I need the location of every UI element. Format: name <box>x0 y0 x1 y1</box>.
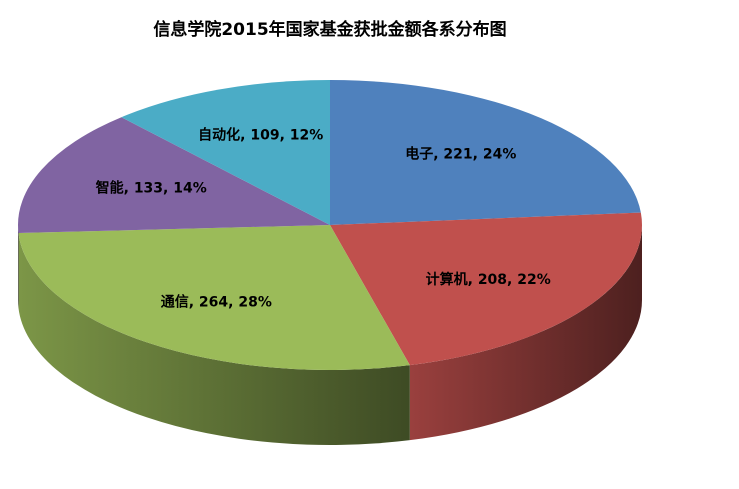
data-label: 自动化, 109, 12% <box>198 127 323 144</box>
data-label: 电子, 221, 24% <box>405 145 516 162</box>
slice-side <box>409 225 642 441</box>
slice <box>330 80 641 225</box>
slice <box>121 80 331 225</box>
slice <box>330 212 643 366</box>
slice-side <box>18 233 410 445</box>
data-label: 通信, 264, 28% <box>161 293 272 310</box>
data-label: 智能, 133, 14% <box>95 179 207 196</box>
chart-title: 信息学院2015年国家基金获批金额各系分布图 <box>153 19 506 40</box>
data-label: 计算机, 208, 22% <box>426 271 551 288</box>
slice <box>17 117 330 234</box>
slice <box>18 225 410 370</box>
